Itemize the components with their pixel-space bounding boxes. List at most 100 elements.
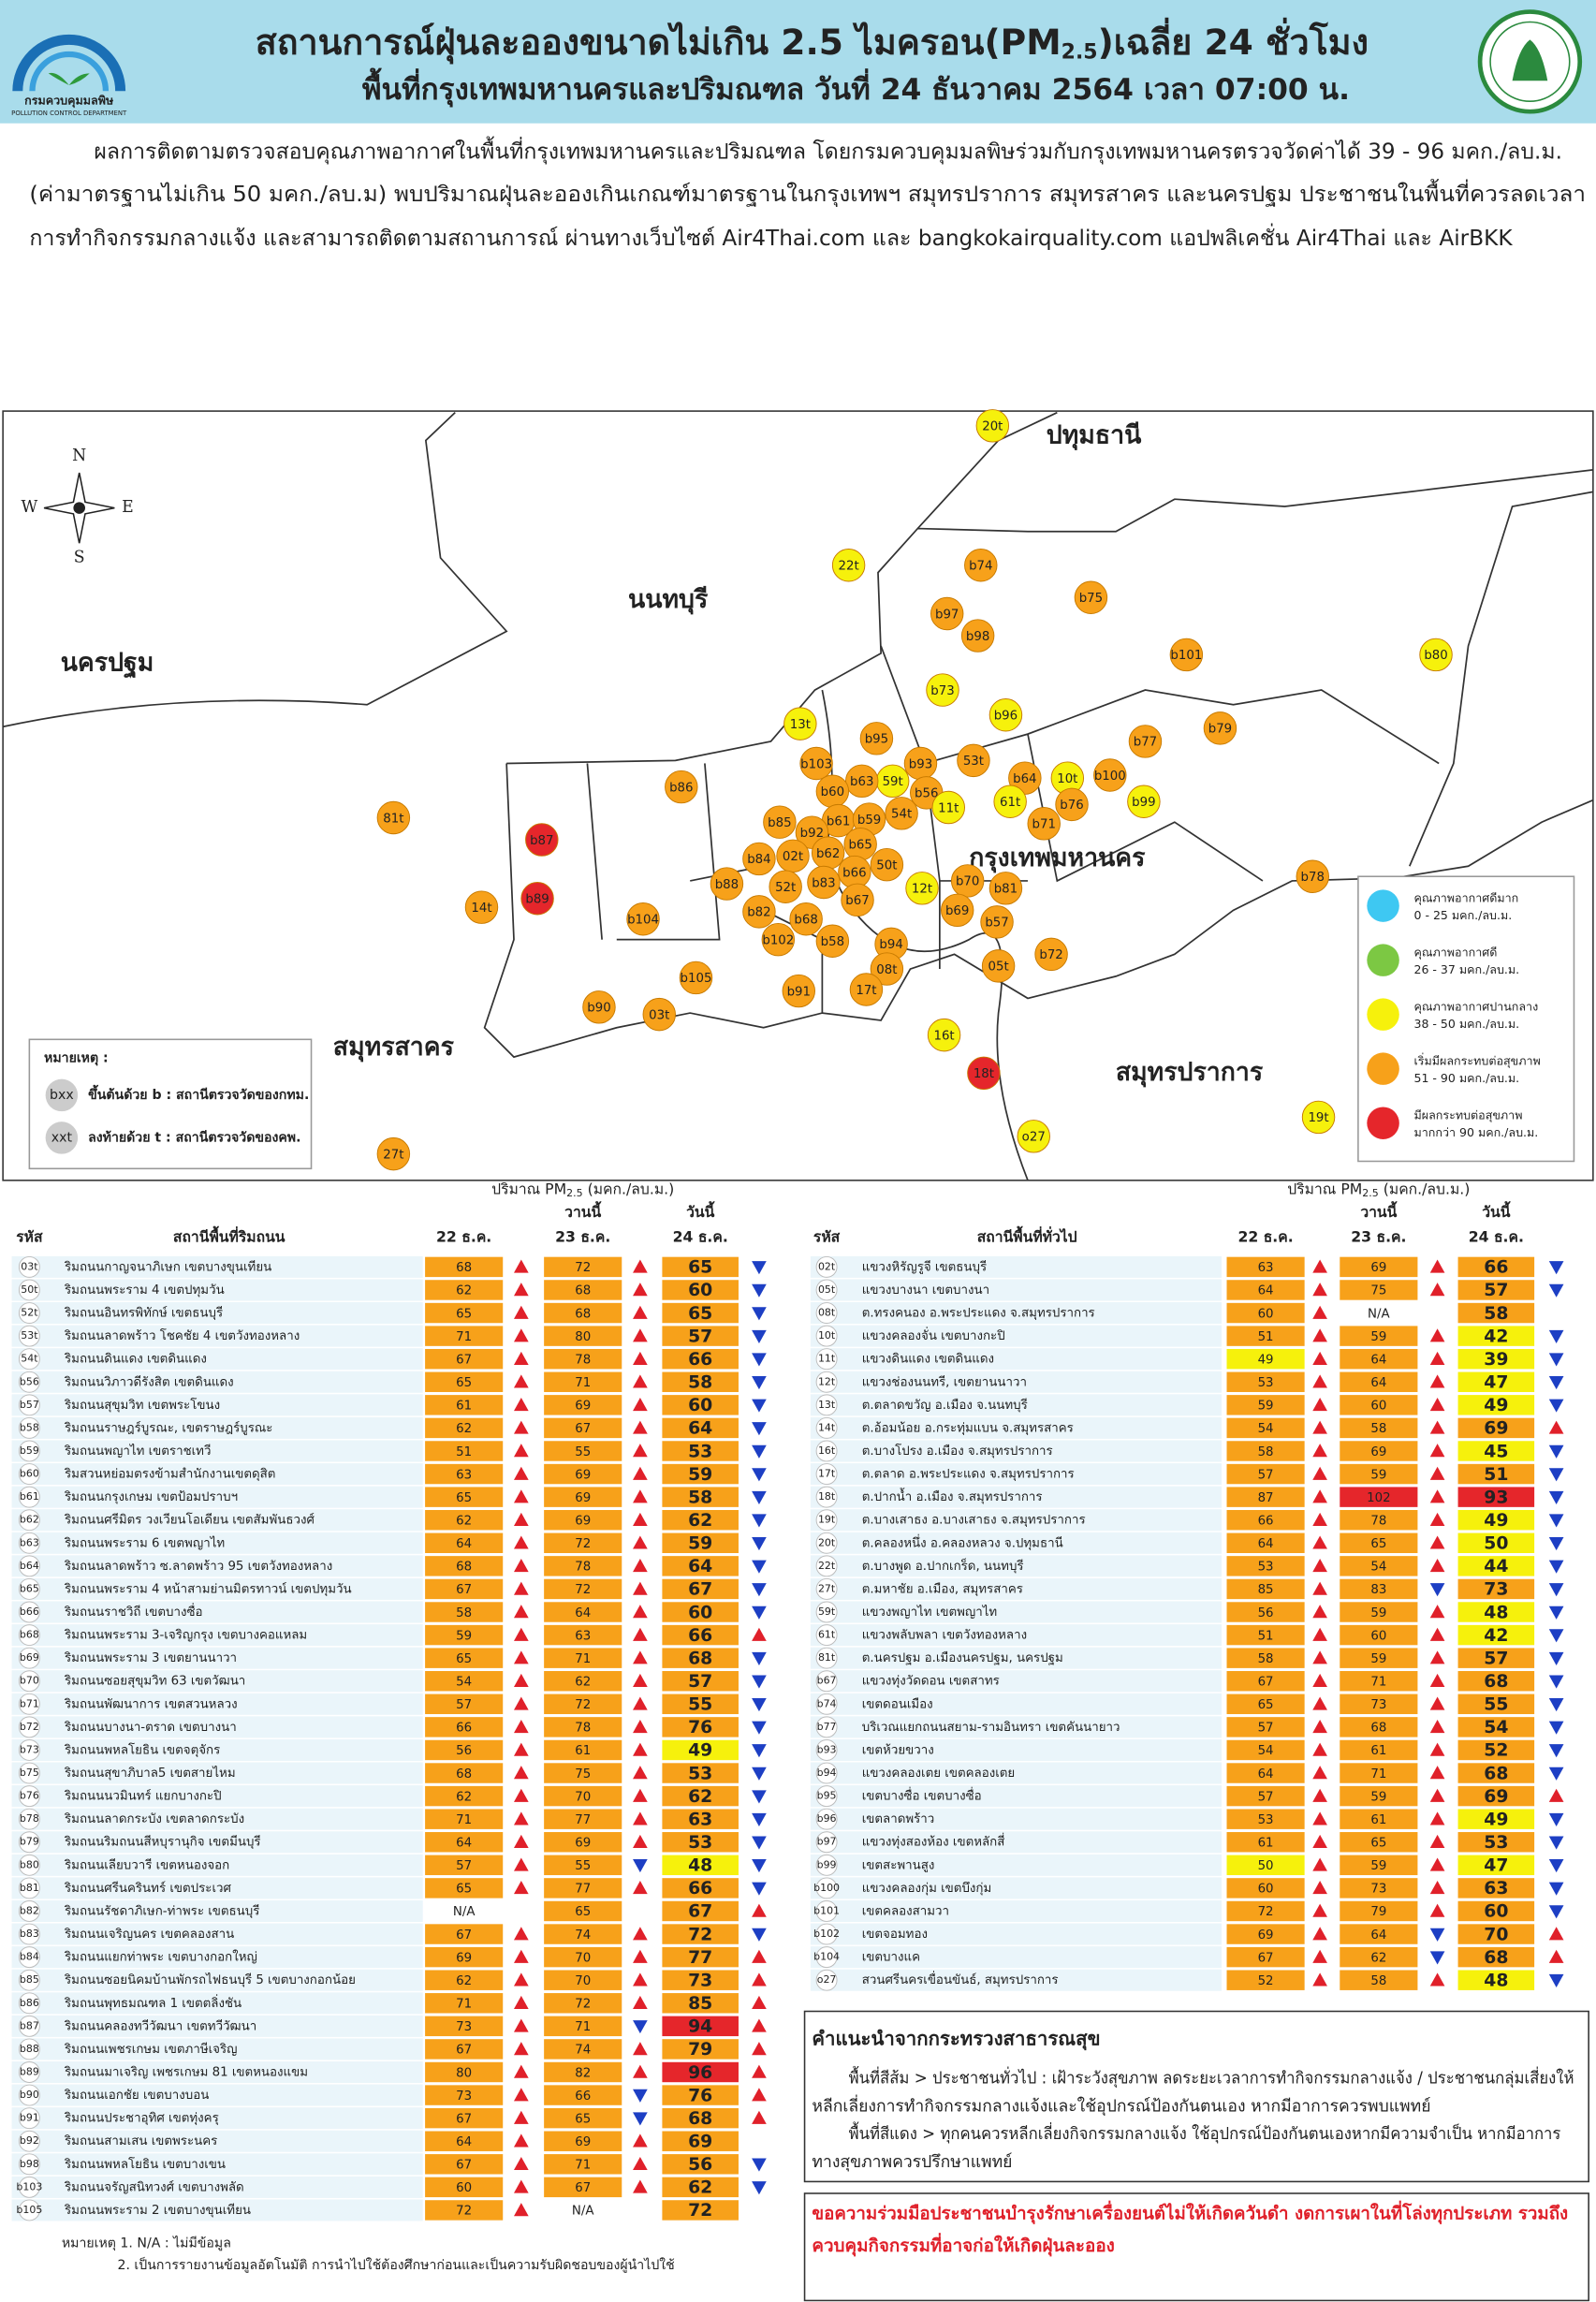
code-badge — [815, 1693, 838, 1715]
station-code: b95 — [817, 1790, 837, 1802]
station-code: b100 — [813, 1882, 840, 1894]
code-badge — [815, 1739, 838, 1761]
trend-arrow — [513, 1720, 529, 1734]
trend-arrow — [1429, 1834, 1445, 1849]
value-text: 67 — [575, 2181, 591, 2195]
value-text: 61 — [1258, 1837, 1274, 1851]
station-code: b71 — [20, 1697, 39, 1709]
trend-arrow — [1429, 1903, 1445, 1917]
station-name: ริมถนนวิภาวดีรังสิต เขตดินแดง — [64, 1374, 234, 1389]
value-text: 66 — [456, 1722, 472, 1736]
value-cell — [544, 1624, 622, 1646]
value-text: 42 — [1484, 1626, 1508, 1646]
station-code: o27 — [817, 1973, 837, 1986]
station-marker — [975, 409, 1010, 443]
value-cell — [662, 1717, 739, 1737]
station-marker — [940, 893, 974, 928]
trend-arrow — [633, 1351, 648, 1365]
station-code: b99 — [817, 1858, 837, 1870]
station-label: 59t — [883, 775, 903, 789]
value-text: 69 — [456, 1951, 472, 1965]
value-text: 50 — [1484, 1534, 1508, 1554]
trend-arrow — [1548, 1399, 1564, 1413]
station-name: แขวงคลองเตย เขตคลองเตย — [862, 1767, 1015, 1781]
row-background — [810, 1624, 1223, 1647]
trend-arrow — [633, 1605, 648, 1619]
title-part: สถานการณ์ฝุ่นละอองขนาดไม่เกิน 2.5 ไมครอน… — [256, 22, 1062, 65]
value-text: 49 — [1484, 1810, 1508, 1829]
value-text: 73 — [1484, 1580, 1508, 1600]
value-cell — [544, 1348, 622, 1370]
value-text: 57 — [1258, 1790, 1274, 1804]
station-name: ริมถนนพัฒนาการ เขตสวนหลวง — [64, 1697, 237, 1711]
value-text: 53 — [1258, 1813, 1274, 1827]
station-marker — [799, 746, 833, 781]
station-name: แขวงทุ่งสองห้อง เขตหลักสี่ — [862, 1833, 1005, 1850]
row-background — [11, 1486, 423, 1508]
value-cell — [1340, 1739, 1418, 1761]
row-background — [11, 1969, 423, 1991]
station-marker — [626, 902, 660, 936]
station-code: b72 — [20, 1721, 39, 1733]
trend-arrow — [752, 2088, 767, 2102]
value-cell — [1457, 1900, 1535, 1922]
logo-text: กรมควบคุมมลพิษ — [24, 94, 114, 109]
value-cell — [425, 1532, 504, 1554]
trend-arrow — [1429, 1559, 1445, 1573]
advice-line: พื้นที่สีส้ม > ประชาชนทั่วไป : เฝ้าระวัง… — [849, 2066, 1574, 2089]
trend-arrow — [752, 2181, 767, 2195]
trend-arrow — [752, 1790, 767, 1804]
unit-header-part: (มคก./ลบ.ม.) — [583, 1180, 675, 1197]
row-background — [810, 1923, 1223, 1945]
legend-label: คุณภาพอากาศปานกลาง — [1414, 999, 1539, 1014]
column-header: รหัส — [813, 1228, 841, 1246]
value-cell — [1340, 1326, 1418, 1346]
station-label: b81 — [994, 883, 1018, 897]
legend-range: มากกว่า 90 มคก./ลบ.ม. — [1414, 1125, 1539, 1139]
value-cell — [662, 2061, 739, 2083]
station-label: b70 — [956, 875, 979, 889]
station-marker — [710, 867, 744, 901]
value-cell — [425, 1487, 504, 1507]
row-background — [810, 1899, 1223, 1922]
unit-header: ปริมาณ PM2.5 (มคก./ลบ.ม.) — [491, 1180, 674, 1199]
value-cell — [1457, 1371, 1535, 1392]
trend-arrow — [752, 1283, 767, 1298]
value-text: 79 — [688, 2040, 712, 2060]
station-label: 08t — [876, 963, 897, 977]
row-background — [810, 1532, 1223, 1554]
column-group-label: วันนี้ — [1482, 1201, 1511, 1221]
row-background — [11, 2038, 423, 2060]
value-text: 54 — [456, 1676, 472, 1690]
station-code: b94 — [817, 1767, 837, 1779]
station-code: b56 — [20, 1375, 39, 1387]
trend-arrow — [752, 1490, 767, 1504]
value-cell — [1457, 1441, 1535, 1461]
station-code: b61 — [20, 1490, 39, 1503]
trend-arrow — [1312, 1259, 1327, 1273]
station-name: ริมถนนซอยสุขุมวิท 63 เขตวัฒนา — [64, 1675, 245, 1689]
station-code: b59 — [20, 1444, 39, 1457]
code-badge — [18, 1255, 40, 1278]
code-badge — [18, 1923, 40, 1945]
code-badge — [18, 1992, 40, 2015]
column-header: 24 ธ.ค. — [673, 1228, 728, 1246]
note-text: ลงท้ายด้วย t : สถานีตรวจวัดของคพ. — [88, 1129, 300, 1145]
code-badge — [18, 1463, 40, 1486]
station-code: b82 — [20, 1904, 39, 1916]
value-cell — [425, 1648, 504, 1668]
station-code: b77 — [817, 1721, 837, 1733]
trend-arrow — [752, 1468, 767, 1482]
value-cell — [544, 1739, 622, 1761]
value-text: 69 — [575, 2135, 591, 2149]
trend-arrow — [633, 1650, 648, 1664]
note-title: หมายเหตุ : — [44, 1051, 109, 1066]
trend-arrow — [752, 1560, 767, 1574]
legend-swatch — [1367, 998, 1399, 1031]
value-cell — [425, 1900, 504, 1922]
footnote: หมายเหตุ 1. N/A : ไม่มีข้อมูล — [62, 2235, 231, 2251]
note-symbol-label: xxt — [51, 1130, 73, 1145]
value-cell — [662, 1624, 739, 1646]
legend-swatch — [1367, 889, 1399, 922]
value-cell — [544, 2154, 622, 2175]
